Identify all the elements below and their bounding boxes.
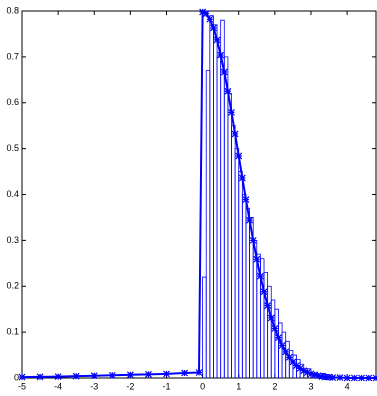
histogram-bin (216, 56, 222, 378)
curve-marker (365, 374, 373, 382)
histogram-bin (202, 276, 207, 378)
curve-marker (372, 374, 377, 382)
curve-marker (246, 216, 253, 224)
curve-marker (358, 374, 365, 382)
histogram-bin (270, 299, 276, 378)
curve-marker (213, 36, 221, 44)
curve-marker (336, 374, 344, 381)
curve-marker (220, 68, 228, 76)
y-tick-label: 0.4 (6, 189, 19, 199)
curve-marker (260, 288, 268, 296)
y-tick-label: 0.2 (6, 281, 19, 291)
y-tick-label: 0.8 (6, 5, 19, 15)
histogram-bin (209, 15, 214, 378)
histogram-bin (205, 70, 211, 378)
curve-marker (275, 334, 282, 342)
x-tick-label: -5 (18, 381, 26, 391)
curve-marker (235, 152, 243, 160)
density-curve (21, 10, 376, 379)
curve-marker (322, 373, 329, 381)
histogram-bin (267, 285, 272, 378)
curve-marker (202, 10, 210, 18)
curve-marker (303, 369, 311, 376)
curve-marker (199, 8, 207, 16)
x-tick-label: 2 (272, 381, 277, 391)
curve-marker (108, 371, 116, 379)
curve-marker (325, 373, 333, 381)
x-tick-label: -2 (126, 381, 134, 391)
curve-marker (90, 372, 98, 380)
histogram-bin (241, 194, 247, 378)
curve-marker (126, 371, 134, 379)
curve-marker (224, 87, 232, 95)
histogram-bin (234, 148, 240, 378)
y-tick-label: 0.3 (6, 235, 19, 245)
curve-marker (256, 272, 264, 280)
curve-marker (253, 255, 261, 263)
x-tick-label: -3 (90, 381, 98, 391)
histogram-bin (263, 272, 269, 378)
curve-marker (296, 364, 304, 372)
curve-marker (72, 372, 80, 380)
curve-marker (249, 236, 257, 244)
x-tick-label: -4 (54, 381, 62, 391)
curve-marker (217, 51, 225, 59)
curve-marker (18, 373, 26, 381)
histogram-bin (274, 308, 279, 378)
curve-marker (329, 374, 337, 381)
curve-marker (54, 373, 62, 381)
y-tick-label: 0 (14, 372, 19, 382)
histogram-bin (281, 331, 287, 378)
histogram-bin (223, 56, 229, 378)
x-tick-label: -1 (162, 381, 170, 391)
curve-marker (271, 325, 279, 332)
curve-marker (267, 314, 275, 322)
y-tick-label: 0.5 (6, 143, 19, 153)
curve-marker (343, 374, 351, 382)
histogram-bin (245, 207, 250, 378)
histogram-bin (278, 322, 283, 378)
histogram-bin (213, 24, 218, 378)
curve-marker (228, 108, 235, 116)
curve-marker (36, 373, 44, 381)
x-tick-label: 0 (200, 381, 205, 391)
curve-marker (318, 373, 326, 381)
curve-marker (195, 369, 203, 376)
curve-marker (311, 371, 319, 379)
curve-marker (181, 369, 188, 377)
curve-marker (285, 353, 293, 361)
curve-marker (145, 370, 152, 378)
histogram-bin (231, 125, 236, 378)
x-tick-label: 4 (345, 381, 350, 391)
x-tick-label: 3 (308, 381, 313, 391)
curve-marker (238, 174, 246, 182)
histogram-bin (227, 93, 232, 378)
curve-marker (289, 358, 297, 366)
curve-marker (264, 302, 272, 309)
curve-marker (293, 362, 300, 370)
curve-marker (231, 130, 239, 138)
curve-marker (278, 342, 286, 349)
curve-marker (163, 370, 170, 378)
curve-marker (314, 372, 322, 380)
histogram-bin (238, 171, 243, 378)
y-tick-label: 0.7 (6, 51, 19, 61)
y-tick-label: 0.6 (6, 97, 19, 107)
curve-marker (242, 196, 250, 203)
curve-marker (350, 374, 358, 382)
curve-marker (300, 367, 308, 375)
y-tick-label: 0.1 (6, 327, 19, 337)
curve-marker (282, 348, 290, 356)
curve-marker (206, 15, 214, 23)
x-tick-label: 1 (236, 381, 241, 391)
curve-marker (307, 370, 315, 378)
curve-marker (210, 24, 217, 32)
